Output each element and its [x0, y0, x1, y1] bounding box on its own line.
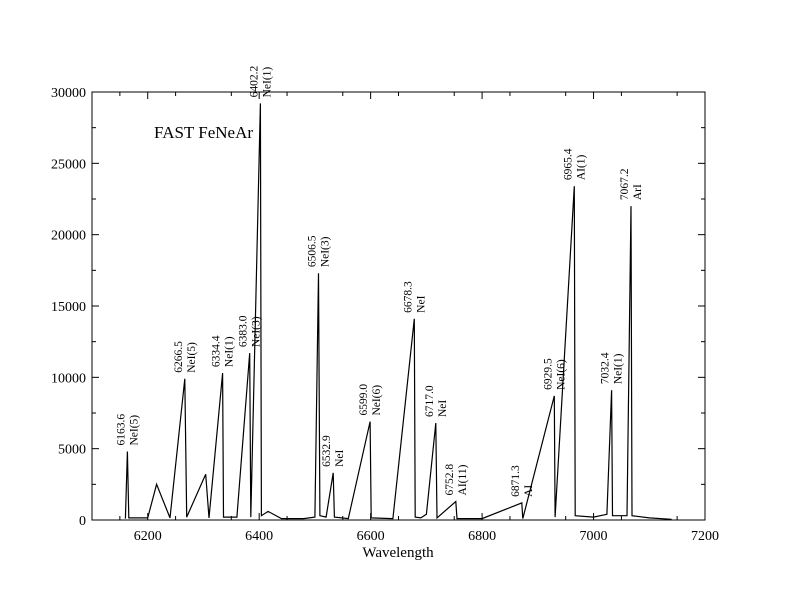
- y-tick-label: 15000: [51, 300, 86, 315]
- annotation-wavelength: 6678.3: [402, 281, 414, 313]
- x-tick-label: 6600: [357, 529, 385, 544]
- annotation-ion: AI(1): [575, 154, 587, 180]
- x-tick-label: 7000: [580, 529, 608, 544]
- x-axis-ticks: 6200 6400 6600 6800 7000 7200: [119, 92, 719, 544]
- annotation-ion: ArI: [632, 184, 644, 200]
- y-tick-label: 20000: [51, 229, 86, 244]
- line-annotation: 6752.8 AI(11): [444, 464, 469, 496]
- line-annotation: 6871.3 AI: [510, 465, 535, 497]
- annotation-wavelength: 6532.9: [321, 435, 333, 467]
- line-annotation: 6402.2 NeI(1): [248, 66, 273, 98]
- annotation-wavelength: 6266.5: [173, 341, 185, 373]
- line-annotation: 6506.5 NeI(3): [307, 235, 332, 267]
- annotation-ion: NeI(6): [555, 359, 567, 390]
- y-axis-ticks: 0 5000 10000 15000 20000 25000 30000: [51, 86, 705, 529]
- annotation-wavelength: 6599.0: [358, 384, 370, 416]
- spectrum-layer: [124, 103, 672, 520]
- line-annotation: 7067.2 ArI: [619, 168, 644, 200]
- annotation-ion: NeI(5): [186, 342, 198, 373]
- line-annotation: 6163.6 NeI(5): [115, 414, 140, 446]
- annotation-ion: NeI: [415, 295, 427, 312]
- x-tick-label: 6200: [134, 529, 162, 544]
- annotation-ion: NeI: [334, 450, 346, 467]
- annotation-wavelength: 6929.5: [542, 358, 554, 390]
- line-annotation: 6717.0 NeI: [424, 385, 449, 417]
- y-tick-label: 25000: [51, 157, 86, 172]
- x-tick-label: 6400: [245, 529, 273, 544]
- annotation-wavelength: 6506.5: [307, 235, 319, 267]
- line-annotation: 6599.0 NeI(6): [358, 384, 383, 416]
- plot-frame: [91, 91, 706, 521]
- x-tick-label: 7200: [691, 529, 719, 544]
- annotation-wavelength: 6334.4: [211, 335, 223, 367]
- annotation-ion: AI(11): [457, 464, 469, 495]
- annotation-wavelength: 6871.3: [510, 465, 522, 497]
- line-annotations: 6163.6 NeI(5)6266.5 NeI(5) 6334.4 NeI(1)6383…: [115, 66, 644, 497]
- x-axis-label: Wavelength: [362, 545, 434, 561]
- annotation-wavelength: 6383.0: [238, 315, 250, 347]
- annotation-ion: NeI(5): [128, 415, 140, 446]
- line-annotation: 7032.4 NeI(1): [600, 352, 625, 384]
- annotation-wavelength: 6717.0: [424, 385, 436, 417]
- annotation-ion: NeI: [437, 400, 449, 417]
- annotation-ion: AI: [523, 485, 535, 497]
- y-tick-label: 10000: [51, 371, 86, 386]
- annotation-ion: NeI(1): [613, 353, 625, 384]
- annotation-ion: NeI(1): [261, 67, 273, 98]
- annotation-wavelength: 7067.2: [619, 168, 631, 200]
- y-tick-label: 0: [79, 514, 86, 529]
- y-tick-label: 30000: [51, 86, 86, 101]
- annotation-wavelength: 7032.4: [600, 352, 612, 384]
- annotation-wavelength: 6163.6: [115, 414, 127, 446]
- annotation-ion: NeI(6): [371, 385, 383, 416]
- annotation-wavelength: 6402.2: [248, 66, 260, 98]
- line-annotation: 6334.4 NeI(1): [211, 335, 236, 367]
- line-annotation: 6383.0 NeI(3): [238, 315, 263, 347]
- line-annotation: 6532.9 NeI: [321, 435, 346, 467]
- chart-title: FAST FeNeAr: [154, 123, 253, 142]
- annotation-ion: NeI(3): [251, 316, 263, 347]
- annotation-ion: NeI(1): [224, 336, 236, 367]
- line-annotation: 6929.5 NeI(6): [542, 358, 567, 390]
- annotation-wavelength: 6752.8: [444, 464, 456, 496]
- annotation-ion: NeI(3): [320, 236, 332, 267]
- line-annotation: 6678.3 NeI: [402, 281, 427, 313]
- x-tick-label: 6800: [468, 529, 496, 544]
- line-annotation: 6965.4 AI(1): [562, 148, 587, 180]
- line-annotation: 6266.5 NeI(5): [173, 341, 198, 373]
- y-tick-label: 5000: [58, 443, 86, 458]
- annotation-wavelength: 6965.4: [562, 148, 574, 180]
- spectrum-series-0: [124, 103, 672, 520]
